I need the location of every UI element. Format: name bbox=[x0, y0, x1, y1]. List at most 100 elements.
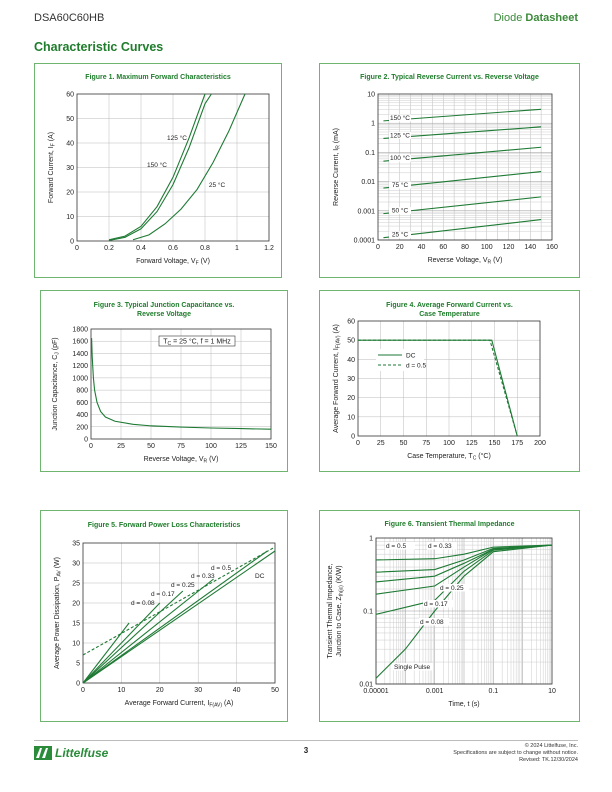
figure-2-panel: Figure 2. Typical Reverse Current vs. Re… bbox=[319, 63, 580, 278]
fig3-xtick: 0 bbox=[89, 443, 93, 450]
footer-revised: Revised: TK.12/30/2024 bbox=[519, 757, 578, 763]
fig6-series-label: d = 0.17 bbox=[424, 601, 448, 608]
figure-3-title-2: Reverse Voltage bbox=[137, 311, 191, 318]
figure-6-chart: 0.00001 0.001 0.1 10 0.01 0.1 1 d = 0.5 d = 0.33… bbox=[327, 536, 556, 709]
fig2-label-bg bbox=[389, 114, 411, 122]
fig5-series-line bbox=[82, 546, 276, 656]
fig1-xtick: 0.4 bbox=[136, 245, 146, 252]
fig2-series-label: 125 °C bbox=[390, 131, 410, 139]
footer-divider bbox=[34, 740, 578, 741]
fig6-xtick: 0.001 bbox=[426, 688, 444, 695]
fig2-plot-frame bbox=[377, 93, 553, 241]
fig3-ytick: 1000 bbox=[72, 375, 88, 382]
fig1-ytick: 0 bbox=[70, 239, 74, 246]
fig4-xtick: 50 bbox=[400, 440, 408, 447]
fig5-xtick: 0 bbox=[81, 687, 85, 694]
fig5-ytick: 35 bbox=[72, 541, 80, 548]
part-number: DSA60C60HB bbox=[34, 12, 105, 24]
fig4-xtick: 175 bbox=[511, 440, 523, 447]
fig3-annotation-box bbox=[158, 335, 236, 347]
fig1-label-25: 25 °C bbox=[209, 181, 226, 189]
fig1-xtick: 0.8 bbox=[200, 245, 210, 252]
footer-notice: © 2024 Littelfuse, Inc. Specifications a… bbox=[453, 743, 578, 764]
fig1-series-line bbox=[108, 93, 212, 242]
fig5-ytick: 15 bbox=[72, 621, 80, 628]
fig6-label-bg bbox=[439, 584, 469, 592]
section-title: Characteristic Curves bbox=[34, 40, 164, 54]
fig3-plot-frame bbox=[90, 328, 272, 440]
fig1-xtick: 1 bbox=[235, 245, 239, 252]
fig5-series-label: DC bbox=[255, 573, 265, 580]
fig1-ytick: 30 bbox=[66, 165, 74, 172]
fig5-series-label: d = 0.5 bbox=[211, 565, 231, 572]
fig6-series-label: d = 0.33 bbox=[428, 543, 452, 550]
fig4-xtick: 125 bbox=[466, 440, 478, 447]
fig6-series-line bbox=[375, 544, 553, 573]
fig5-ytick: 25 bbox=[72, 581, 80, 588]
fig1-ytick: 50 bbox=[66, 116, 74, 123]
fig6-xtick: 10 bbox=[548, 688, 556, 695]
fig2-ytick: 0.0001 bbox=[354, 238, 376, 245]
figure-6-title: Figure 6. Transient Thermal Impedance bbox=[384, 521, 515, 528]
fig4-ylabel: Average Forward Current, IF(AV) (A) bbox=[333, 324, 342, 433]
fig2-ytick: 0.01 bbox=[361, 179, 375, 186]
fig5-series-line bbox=[82, 622, 130, 684]
fig6-label-bg bbox=[393, 663, 433, 671]
figure-3-panel: Figure 3. Typical Junction Capacitance v… bbox=[40, 290, 288, 472]
fig3-xtick: 75 bbox=[177, 443, 185, 450]
fig6-label-bg bbox=[419, 618, 449, 626]
fig5-ytick: 30 bbox=[72, 561, 80, 568]
figure-5-chart: 0 10 20 30 40 50 0 5 10 15 20 25 30 35 d = 0.5d = 0.33… bbox=[54, 541, 279, 709]
figure-4-title-1: Figure 4. Average Forward Current vs. bbox=[386, 302, 513, 309]
fig3-ytick: 1600 bbox=[72, 339, 88, 346]
figure-4-panel: Figure 4. Average Forward Current vs. Ca… bbox=[319, 290, 580, 472]
fig5-series-line bbox=[82, 578, 214, 684]
fig4-legend-dc: DC bbox=[406, 353, 416, 360]
fig5-ytick: 0 bbox=[76, 681, 80, 688]
fig3-ytick: 1800 bbox=[72, 327, 88, 334]
fig1-xtick: 0.2 bbox=[104, 245, 114, 252]
fig6-xtick: 0.00001 bbox=[363, 688, 388, 695]
littelfuse-logo-icon bbox=[34, 746, 52, 760]
fig1-ytick: 10 bbox=[66, 214, 74, 221]
fig6-series-line bbox=[375, 544, 553, 679]
footer-spec-notice: Specifications are subject to change wit… bbox=[453, 750, 578, 756]
fig2-ytick: 0.001 bbox=[357, 208, 375, 215]
fig5-series-label: d = 0.17 bbox=[151, 591, 175, 598]
fig1-plot-frame bbox=[76, 93, 270, 242]
fig2-xtick: 120 bbox=[503, 244, 515, 251]
fig4-series-line bbox=[358, 339, 518, 437]
doc-type: Diode Datasheet bbox=[494, 12, 578, 24]
doc-type-bold: Datasheet bbox=[525, 12, 578, 24]
fig2-series-label: 150 °C bbox=[390, 114, 410, 122]
fig2-label-bg bbox=[389, 154, 411, 162]
fig6-label-bg bbox=[427, 542, 457, 550]
fig5-xlabel: Average Forward Current, IF(AV) (A) bbox=[125, 700, 234, 709]
fig2-xtick: 20 bbox=[396, 244, 404, 251]
fig2-xtick: 0 bbox=[376, 244, 380, 251]
fig5-series-line bbox=[82, 590, 184, 684]
figure-1-panel: Figure 1. Maximum Forward Characteristic… bbox=[34, 63, 282, 278]
fig4-ytick: 50 bbox=[347, 338, 355, 345]
fig6-ylabel-2: Junction to Case, Zth(jc) (K/W) bbox=[336, 565, 345, 656]
fig3-xtick: 125 bbox=[235, 443, 247, 450]
fig4-ytick: 20 bbox=[347, 395, 355, 402]
fig1-ytick: 40 bbox=[66, 141, 74, 148]
fig5-series-label: d = 0.25 bbox=[171, 582, 195, 589]
fig4-ytick: 0 bbox=[351, 434, 355, 441]
fig5-series-line bbox=[82, 550, 276, 684]
fig3-ytick: 200 bbox=[76, 424, 88, 431]
fig2-xtick: 160 bbox=[546, 244, 558, 251]
fig1-xtick: 0.6 bbox=[168, 245, 178, 252]
fig4-ytick: 30 bbox=[347, 376, 355, 383]
fig3-ytick: 1400 bbox=[72, 351, 88, 358]
fig3-ylabel: Junction Capacitance, CJ (pF) bbox=[52, 337, 61, 430]
figure-1-chart: 0 0.2 0.4 0.6 0.8 1 1.2 0 10 20 30 40 50 60 125 °C 150 … bbox=[48, 92, 274, 267]
fig3-xtick: 100 bbox=[205, 443, 217, 450]
fig3-xtick: 150 bbox=[265, 443, 277, 450]
fig4-xtick: 200 bbox=[534, 440, 546, 447]
fig3-ytick: 800 bbox=[76, 388, 88, 395]
fig4-ytick: 40 bbox=[347, 357, 355, 364]
fig2-xtick: 100 bbox=[481, 244, 493, 251]
fig4-xtick: 100 bbox=[443, 440, 455, 447]
